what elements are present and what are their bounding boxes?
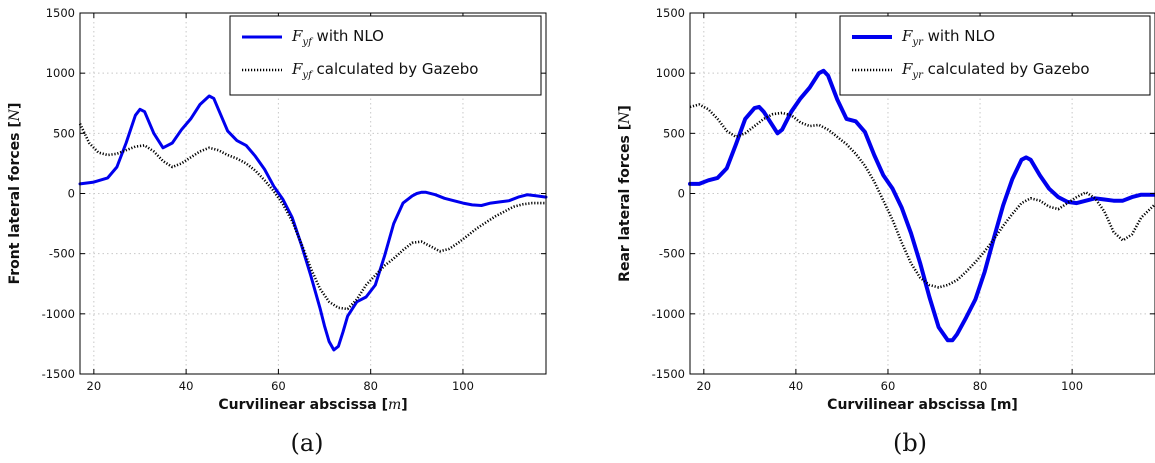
x-tick-label: 100 — [452, 379, 474, 393]
legend-entry-nlo: Fyf with NLO — [291, 27, 384, 48]
x-axis-label: Curvilinear abscissa [m] — [827, 397, 1018, 413]
x-tick-label: 60 — [271, 379, 286, 393]
chart-b: 20 40 60 80 100 -1500 -1000 -500 0 500 1000 1500 Cur… — [617, 6, 1155, 457]
series-line-nlo — [688, 68, 1155, 343]
x-tick-label: 60 — [881, 379, 896, 393]
y-tick-label: 1000 — [46, 66, 75, 80]
figure-caption: (a) — [290, 429, 323, 457]
y-tick-label: 1000 — [656, 66, 685, 80]
y-axis-label: Rear lateral forces [N] — [617, 105, 633, 282]
x-tick-label: 100 — [1061, 379, 1083, 393]
y-tick-label: -1500 — [42, 367, 75, 381]
y-tick-label: 0 — [68, 187, 75, 201]
legend-box — [839, 15, 1151, 96]
y-tick-label: -1000 — [652, 307, 685, 321]
legend-entry-gazebo: Fyr calculated by Gazebo — [901, 60, 1090, 81]
x-axis-label: Curvilinear abscissa [m] — [218, 397, 407, 413]
y-tick-label: -500 — [49, 247, 75, 261]
x-tick-label: 20 — [696, 379, 711, 393]
x-tick-label: 80 — [973, 379, 988, 393]
y-tick-label: 1500 — [656, 6, 685, 20]
legend: Fyr with NLO Fyr calculated by Gazebo — [839, 15, 1151, 96]
figure-caption: (b) — [893, 429, 927, 457]
y-tick-label: 0 — [678, 187, 685, 201]
y-tick-label: 500 — [663, 126, 685, 140]
legend: Fyf with NLO Fyf calculated by Gazebo — [229, 15, 542, 96]
x-tick-label: 20 — [87, 379, 102, 393]
y-tick-label: -1500 — [652, 367, 685, 381]
y-tick-label: 1500 — [46, 6, 75, 20]
y-tick-label: -500 — [659, 247, 685, 261]
series-line-gazebo — [689, 103, 1155, 289]
x-tick-label: 40 — [179, 379, 194, 393]
x-tick-label: 80 — [363, 379, 378, 393]
legend-entry-gazebo: Fyf calculated by Gazebo — [291, 60, 478, 81]
y-tick-label: 500 — [53, 126, 75, 140]
legend-entry-nlo: Fyr with NLO — [901, 27, 995, 48]
series-line-gazebo — [78, 123, 546, 311]
x-tick-label: 40 — [789, 379, 804, 393]
y-axis-label: Front lateral forces [N] — [7, 103, 23, 285]
series-line-nlo — [78, 94, 548, 352]
legend-box — [229, 15, 542, 96]
y-tick-label: -1000 — [42, 307, 75, 321]
chart-a: 20 40 60 80 100 -1500 -1000 -500 0 500 1000 1500 Cur… — [7, 6, 548, 457]
